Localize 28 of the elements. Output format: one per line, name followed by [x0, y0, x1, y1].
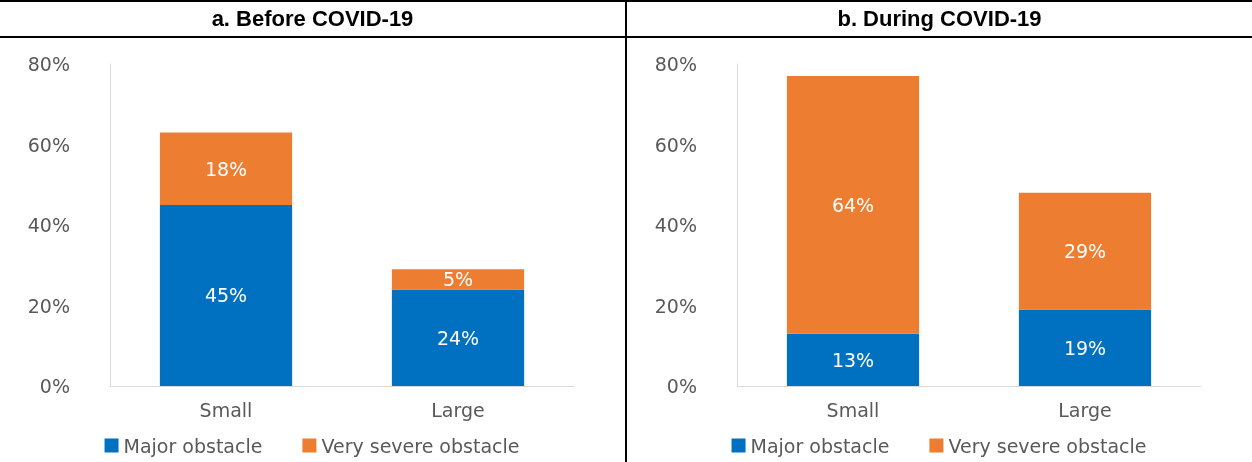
y-tick-label: 0% [666, 375, 697, 397]
legend-label: Major obstacle [123, 434, 263, 457]
x-tick-label: Large [1058, 398, 1112, 421]
y-tick-label: 40% [27, 214, 70, 236]
data-label: 45% [204, 284, 248, 307]
y-tick-label: 80% [27, 53, 70, 75]
y-tick-label: 0% [39, 375, 70, 397]
y-tick-label: 60% [27, 133, 70, 156]
data-label: 18% [204, 157, 248, 180]
y-tick-label: 40% [654, 214, 697, 236]
chart-title: a. Before COVID-19 [0, 2, 625, 38]
data-label: 29% [1063, 240, 1107, 263]
x-tick-label: Small [199, 398, 253, 421]
legend-label: Very severe obstacle [321, 434, 520, 457]
y-tick-label: 20% [27, 294, 70, 317]
legend-label: Major obstacle [750, 434, 890, 457]
data-label: 24% [436, 326, 480, 349]
chart-title: b. During COVID-19 [627, 2, 1252, 38]
data-label: 19% [1063, 336, 1107, 359]
y-tick-label: 20% [654, 294, 697, 317]
data-label: 13% [831, 348, 875, 371]
data-label: 5% [442, 268, 474, 291]
x-tick-label: Small [826, 398, 880, 421]
data-label: 64% [831, 193, 875, 216]
x-tick-label: Large [431, 398, 485, 421]
y-tick-label: 80% [654, 53, 697, 75]
y-tick-label: 60% [654, 133, 697, 156]
legend-label: Very severe obstacle [948, 434, 1147, 457]
